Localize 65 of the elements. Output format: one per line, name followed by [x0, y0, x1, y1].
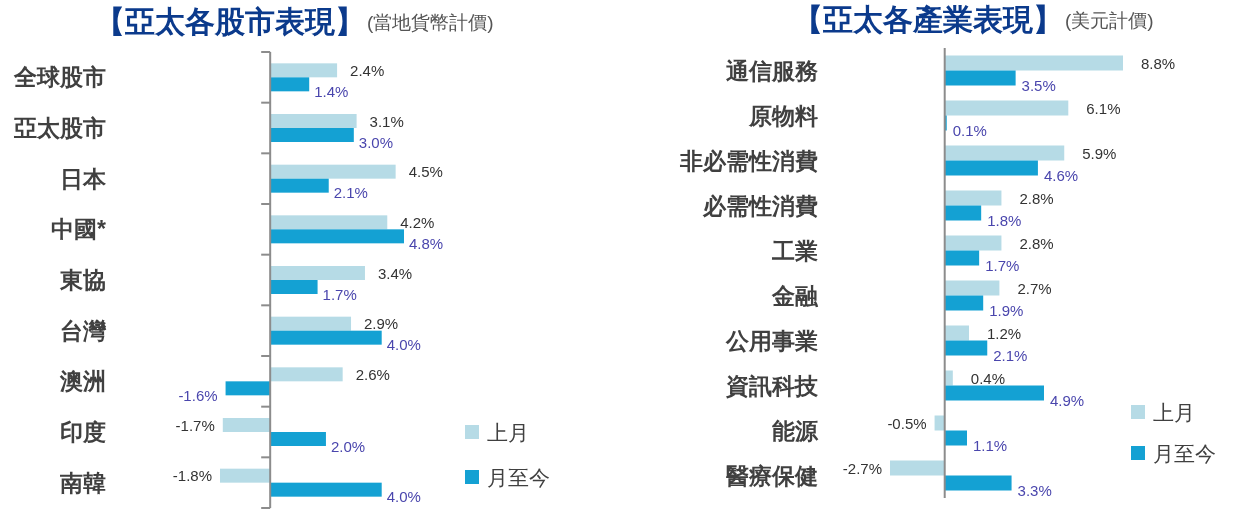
data-label: 2.4%: [350, 61, 385, 79]
data-label: 4.0%: [386, 336, 421, 354]
category-label: 亞太股市: [14, 115, 106, 141]
data-label: -2.7%: [842, 459, 882, 477]
data-label: 3.0%: [358, 133, 393, 151]
data-label: 4.5%: [408, 163, 443, 181]
data-label: 3.5%: [1021, 76, 1056, 94]
category-label: 全球股市: [14, 64, 106, 91]
category-label: 醫療保健: [726, 462, 818, 489]
category-label: 中國*: [51, 216, 106, 243]
data-label: 4.0%: [386, 488, 421, 506]
category-label: 印度: [60, 419, 106, 445]
category-label: 非必需性消費: [680, 147, 818, 174]
category-label: 日本: [60, 165, 106, 192]
subtitle: (美元計價): [1065, 10, 1154, 31]
category-label: 南韓: [60, 469, 106, 496]
data-label: -1.7%: [175, 416, 215, 434]
data-label: 2.9%: [364, 315, 399, 333]
legend-label: 上月: [487, 420, 529, 444]
data-label: 3.3%: [1017, 481, 1052, 499]
data-label: 5.9%: [1082, 144, 1117, 162]
data-label: 0.4%: [970, 369, 1005, 387]
legend-label: 上月: [1153, 400, 1195, 424]
data-label: 4.6%: [1043, 166, 1079, 184]
data-label: 4.9%: [1050, 391, 1085, 409]
category-label: 東協: [60, 267, 106, 293]
data-label: 2.7%: [1017, 279, 1052, 297]
data-label: 3.4%: [377, 264, 413, 282]
data-label: 1.7%: [985, 256, 1020, 274]
data-label: 2.0%: [330, 437, 366, 455]
data-label: 2.8%: [1019, 189, 1054, 207]
data-label: 2.1%: [333, 184, 368, 202]
title: 【亞太各股市表現】: [95, 5, 365, 38]
data-label: 1.8%: [987, 211, 1022, 229]
data-label: 2.8%: [1019, 234, 1054, 252]
category-label: 公用事業: [726, 327, 818, 354]
category-label: 金融: [772, 282, 818, 309]
data-label: 8.8%: [1141, 54, 1176, 72]
category-label: 澳洲: [60, 368, 106, 395]
subtitle: (當地貨幣計價): [367, 12, 494, 33]
category-label: 工業: [772, 237, 818, 264]
data-label: 4.8%: [409, 234, 444, 252]
data-label: 3.1%: [369, 112, 404, 130]
data-label: -1.6%: [178, 386, 218, 404]
data-label: 0.1%: [952, 121, 987, 139]
data-label: 2.1%: [993, 346, 1028, 364]
data-label: -1.8%: [172, 467, 212, 485]
data-label: 1.4%: [314, 82, 349, 100]
legend-label: 月至今: [1153, 441, 1216, 465]
category-label: 資訊科技: [726, 372, 818, 399]
data-label: 1.1%: [973, 436, 1008, 454]
data-label: 4.2%: [400, 213, 435, 231]
data-label: 2.6%: [355, 365, 390, 383]
category-label: 通信服務: [726, 57, 818, 84]
category-label: 能源: [772, 417, 818, 444]
data-label: 1.2%: [987, 324, 1022, 342]
data-label: 1.7%: [322, 285, 357, 303]
data-label: 1.9%: [989, 301, 1024, 319]
category-label: 原物料: [749, 102, 818, 129]
title: 【亞太各產業表現】: [793, 3, 1063, 36]
data-label: -0.5%: [887, 414, 927, 432]
category-label: 必需性消費: [703, 192, 818, 219]
legend-label: 月至今: [487, 465, 550, 489]
data-label: 6.1%: [1086, 99, 1121, 117]
category-label: 台灣: [60, 317, 106, 344]
